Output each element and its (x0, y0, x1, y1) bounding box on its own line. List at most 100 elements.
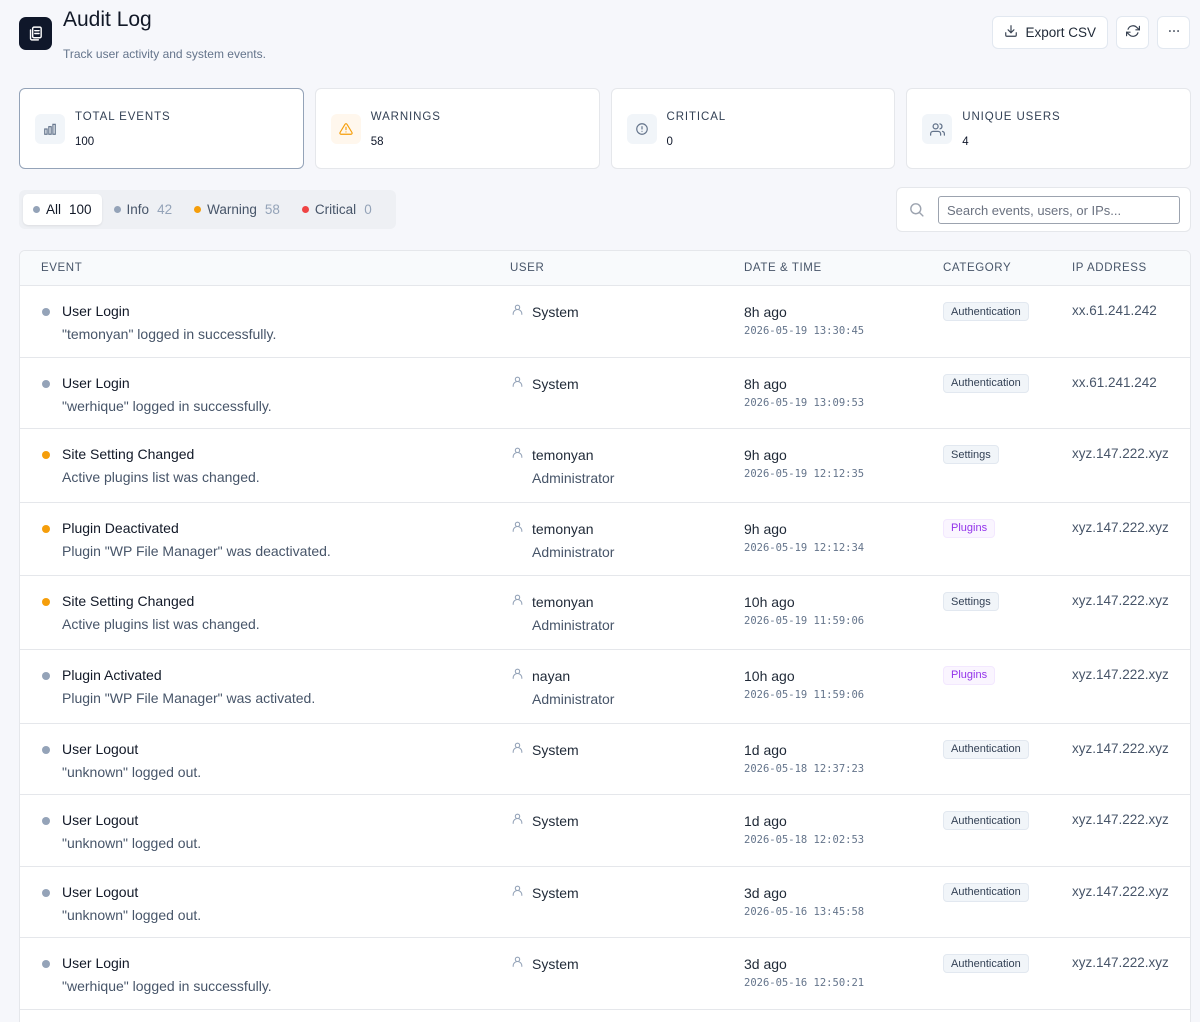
filter-tab-info[interactable]: Info 42 (104, 194, 183, 225)
filter-label: Warning (207, 202, 257, 217)
export-csv-button[interactable]: Export CSV (992, 16, 1108, 49)
table-row[interactable]: Site Setting Changed Active plugins list … (20, 429, 1190, 503)
table-row[interactable]: Plugin Activated Plugin "WP File Manager"… (20, 649, 1190, 724)
severity-dot-icon (113, 206, 121, 213)
relative-time: 8h ago (744, 304, 787, 320)
stat-label: WARNINGS (370, 111, 441, 123)
category-badge: Plugins (943, 665, 996, 685)
refresh-icon (1125, 24, 1140, 41)
table-row[interactable]: Site Setting Changed Active plugins list … (20, 576, 1190, 650)
filter-count: 100 (69, 202, 92, 217)
alert-circle-icon (626, 114, 657, 144)
user-name: System (532, 741, 579, 758)
ip-address: xyz.147.222.xyz (1072, 883, 1169, 899)
severity-dot-icon (42, 451, 50, 460)
relative-time: 3d ago (744, 956, 787, 973)
event-description: Plugin "WP File Manager" was deactivated… (62, 542, 331, 559)
timestamp: 2026-05-19 13:09:53 (744, 396, 865, 409)
stat-card-total-events[interactable]: TOTAL EVENTS 100 (19, 88, 304, 169)
ip-address: xyz.147.222.xyz (1072, 666, 1169, 682)
table-row[interactable]: User Logout "unknown" logged out. System 1d… (20, 795, 1190, 867)
event-title: User Login (62, 374, 130, 391)
search-input[interactable] (938, 196, 1180, 224)
filter-tab-all[interactable]: All 100 (23, 194, 102, 225)
filter-count: 0 (364, 202, 372, 217)
table-row[interactable]: User Logout "unknown" logged out. System 3d… (20, 866, 1190, 939)
user-icon (511, 884, 524, 902)
user-icon (511, 741, 524, 759)
stat-card-warnings[interactable]: WARNINGS 58 (314, 88, 600, 169)
column-header-date-time[interactable]: DATE & TIME (744, 262, 822, 274)
export-csv-label: Export CSV (1025, 25, 1096, 40)
user-role: Administrator (532, 543, 615, 560)
severity-dot-icon (42, 308, 50, 316)
table-row[interactable]: User Login "temonyan" logged in successfu… (20, 286, 1190, 358)
severity-dot-icon (42, 745, 50, 754)
users-icon (922, 114, 953, 144)
user-icon (511, 667, 524, 685)
table-row[interactable]: User Logout "unknown" logged out. System 1d… (20, 723, 1190, 796)
column-header-event[interactable]: EVENT (41, 262, 83, 274)
event-description: "unknown" logged out. (62, 906, 202, 923)
user-icon (511, 303, 524, 321)
user-icon (511, 955, 524, 973)
user-role: Administrator (532, 690, 615, 707)
table-body: User Login "temonyan" logged in successfu… (20, 286, 1190, 1010)
ip-address: xyz.147.222.xyz (1072, 812, 1169, 828)
stat-value: 58 (370, 136, 384, 148)
category-badge: Settings (943, 445, 999, 465)
user-name: System (532, 304, 579, 320)
event-title: Site Setting Changed (62, 446, 195, 463)
timestamp: 2026-05-19 12:12:34 (744, 541, 865, 554)
timestamp: 2026-05-16 12:50:21 (744, 977, 865, 990)
filter-tab-critical[interactable]: Critical 0 (292, 194, 382, 225)
column-header-user[interactable]: USER (510, 262, 545, 274)
refresh-button[interactable] (1116, 16, 1149, 49)
user-name: temonyan (532, 594, 594, 611)
event-title: User Logout (62, 740, 139, 757)
event-description: Active plugins list was changed. (62, 616, 260, 633)
stat-card-critical[interactable]: CRITICAL 0 (610, 88, 896, 169)
relative-time: 3d ago (744, 884, 787, 901)
audit-log-table: EVENT USER DATE & TIME CATEGORY IP ADDRE… (19, 250, 1191, 1022)
event-description: "temonyan" logged in successfully. (62, 326, 277, 342)
user-icon (511, 446, 524, 464)
user-role: Administrator (532, 470, 615, 487)
user-name: System (532, 813, 579, 830)
more-options-button[interactable] (1157, 16, 1190, 49)
event-title: User Logout (62, 883, 139, 900)
relative-time: 9h ago (744, 447, 787, 464)
user-name: System (532, 956, 579, 973)
bar-chart-icon (35, 114, 65, 144)
column-header-category[interactable]: CATEGORY (943, 262, 1012, 274)
user-name: System (532, 884, 579, 901)
table-row[interactable]: User Login "werhique" logged in successfu… (20, 938, 1190, 1010)
column-header-ip-address[interactable]: IP ADDRESS (1072, 262, 1147, 274)
header-actions: Export CSV (992, 16, 1190, 49)
stat-label: CRITICAL (666, 111, 727, 123)
relative-time: 8h ago (744, 375, 787, 392)
page-header: Audit Log Track user activity and system… (19, 8, 1190, 68)
severity-dot-icon (301, 206, 309, 213)
stat-card-unique-users[interactable]: UNIQUE USERS 4 (906, 88, 1191, 169)
event-description: "unknown" logged out. (62, 763, 202, 780)
stat-value: 0 (666, 136, 673, 148)
relative-time: 1d ago (744, 813, 787, 830)
table-row[interactable]: Plugin Deactivated Plugin "WP File Manage… (20, 502, 1190, 577)
relative-time: 1d ago (744, 741, 787, 758)
event-description: Plugin "WP File Manager" was activated. (62, 689, 316, 706)
user-name: temonyan (532, 447, 594, 464)
relative-time: 10h ago (744, 594, 795, 611)
severity-dot-icon (42, 671, 50, 680)
table-row[interactable]: User Login "werhique" logged in successfu… (20, 357, 1190, 430)
filter-count: 58 (264, 202, 280, 217)
event-title: User Login (62, 303, 130, 319)
ip-address: xyz.147.222.xyz (1072, 955, 1169, 971)
severity-dot-icon (42, 888, 50, 897)
download-icon (1004, 24, 1018, 41)
filter-count: 42 (157, 202, 173, 217)
timestamp: 2026-05-19 11:59:06 (744, 688, 865, 701)
warning-triangle-icon (330, 114, 361, 144)
category-badge: Plugins (943, 518, 996, 538)
filter-tab-warning[interactable]: Warning 58 (184, 194, 290, 225)
